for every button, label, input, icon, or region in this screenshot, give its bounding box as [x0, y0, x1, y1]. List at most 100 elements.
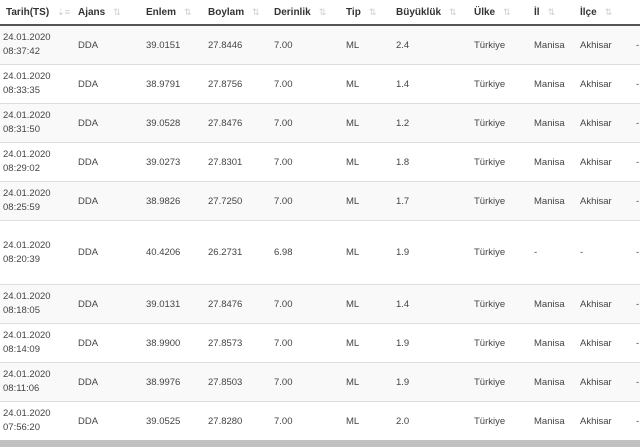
column-header-label: Büyüklük: [396, 6, 442, 18]
cell-ilce: Akhisar: [574, 24, 630, 65]
cell-ajans: DDA: [72, 181, 140, 221]
cell-derinlik: 7.00: [268, 103, 340, 143]
cell-derinlik: 7.00: [268, 181, 340, 221]
date: 24.01.2020: [3, 369, 51, 380]
sort-arrows-icon[interactable]: ⇅: [368, 6, 377, 17]
column-header[interactable]: Tarih(TS) ⇣≡: [0, 0, 72, 26]
column-header-label: Derinlik: [274, 6, 311, 18]
column-header[interactable]: İlçe ⇅: [574, 0, 630, 26]
cell-il: Manisa: [528, 401, 574, 440]
cell-ulke: Türkiye: [468, 142, 528, 182]
cell-il: Manisa: [528, 323, 574, 363]
cell-ajans: DDA: [72, 103, 140, 143]
table-row[interactable]: 24.01.2020 08:31:50 DDA 39.0528 27.8476 7.00 M…: [0, 103, 640, 143]
cell-date: 24.01.2020 07:56:20: [0, 401, 72, 440]
table-row[interactable]: 24.01.2020 08:37:42 DDA 39.0151 27.8446 7.00 M…: [0, 24, 640, 65]
date: 24.01.2020: [3, 110, 51, 121]
cell-buyukluk: 1.2: [390, 103, 468, 143]
cell-ajans: DDA: [72, 64, 140, 104]
cell-extra: -: [630, 323, 640, 363]
cell-extra: -: [630, 24, 640, 65]
table-row[interactable]: 24.01.2020 08:18:05 DDA 39.0131 27.8476 7.00 M…: [0, 284, 640, 324]
sort-arrows-icon[interactable]: ⇅: [252, 6, 260, 17]
column-header[interactable]: Ajans ⇅: [72, 0, 140, 26]
cell-enlem: 39.0131: [140, 284, 202, 324]
column-header[interactable]: Tip ⇅: [340, 0, 390, 26]
cell-derinlik: 7.00: [268, 401, 340, 440]
table-row[interactable]: 24.01.2020 08:14:09 DDA 38.9900 27.8573 7.00 M…: [0, 323, 640, 363]
column-header-label: Boylam: [208, 6, 245, 18]
time: 08:18:05: [3, 305, 40, 316]
cell-tip: ML: [340, 103, 390, 143]
sort-arrows-icon[interactable]: ⇅: [604, 6, 613, 17]
table-row[interactable]: 24.01.2020 08:25:59 DDA 38.9826 27.7250 7.00 M…: [0, 181, 640, 221]
cell-ulke: Türkiye: [468, 64, 528, 104]
cell-derinlik: 7.00: [268, 64, 340, 104]
column-header-label: Enlem: [146, 6, 177, 18]
horizontal-scrollbar[interactable]: [0, 440, 640, 447]
cell-ajans: DDA: [72, 323, 140, 363]
cell-enlem: 38.9976: [140, 362, 202, 402]
cell-extra: -: [630, 142, 640, 182]
sort-arrows-icon[interactable]: ⇅: [113, 6, 121, 17]
cell-enlem: 39.0273: [140, 142, 202, 182]
cell-tip: ML: [340, 323, 390, 363]
column-header[interactable]: Enlem ⇅: [140, 0, 202, 26]
cell-ulke: Türkiye: [468, 401, 528, 440]
cell-boylam: 26.2731: [202, 220, 268, 285]
cell-ulke: Türkiye: [468, 220, 528, 285]
date: 24.01.2020: [3, 71, 51, 82]
date: 24.01.2020: [3, 149, 51, 160]
cell-extra: -: [630, 64, 640, 104]
sort-arrows-icon[interactable]: ⇅: [503, 6, 511, 17]
sort-arrows-icon[interactable]: ⇅: [547, 6, 556, 17]
cell-extra: -: [630, 284, 640, 324]
cell-ajans: DDA: [72, 220, 140, 285]
cell-derinlik: 7.00: [268, 24, 340, 65]
sort-arrows-icon[interactable]: ⇣≡: [57, 6, 70, 17]
cell-boylam: 27.8756: [202, 64, 268, 104]
time: 08:37:42: [3, 46, 40, 57]
column-header[interactable]: Ülke ⇅: [468, 0, 528, 26]
cell-derinlik: 6.98: [268, 220, 340, 285]
column-header-label: Tip: [346, 6, 361, 18]
cell-ulke: Türkiye: [468, 181, 528, 221]
sort-arrows-icon[interactable]: ⇅: [449, 6, 457, 17]
cell-tip: ML: [340, 64, 390, 104]
cell-date: 24.01.2020 08:33:35: [0, 64, 72, 104]
column-header[interactable]: İl ⇅: [528, 0, 574, 26]
date: 24.01.2020: [3, 32, 51, 43]
cell-buyukluk: 1.9: [390, 362, 468, 402]
column-header[interactable]: Boylam ⇅: [202, 0, 268, 26]
column-header[interactable]: Büyüklük ⇅: [390, 0, 468, 26]
cell-boylam: 27.8446: [202, 24, 268, 65]
time: 08:20:39: [3, 253, 40, 265]
table-row[interactable]: 24.01.2020 08:33:35 DDA 38.9791 27.8756 7.00 M…: [0, 64, 640, 104]
date: 24.01.2020: [3, 188, 51, 199]
date: 24.01.2020: [3, 239, 51, 251]
cell-il: Manisa: [528, 103, 574, 143]
table-row[interactable]: 24.01.2020 08:29:02 DDA 39.0273 27.8301 7.00 M…: [0, 142, 640, 182]
column-header[interactable]: Derinlik ⇅: [268, 0, 340, 26]
table-row[interactable]: 24.01.2020 07:56:20 DDA 39.0525 27.8280 7.00 M…: [0, 401, 640, 440]
cell-boylam: 27.8301: [202, 142, 268, 182]
cell-boylam: 27.8573: [202, 323, 268, 363]
cell-ilce: Akhisar: [574, 103, 630, 143]
cell-ilce: Akhisar: [574, 362, 630, 402]
sort-arrows-icon[interactable]: ⇅: [318, 6, 327, 17]
cell-tip: ML: [340, 362, 390, 402]
table-row[interactable]: 24.01.2020 08:20:39 DDA 40.4206 26.2731 6.98 M…: [0, 220, 640, 285]
time: 08:11:06: [3, 383, 40, 394]
sort-arrows-icon[interactable]: ⇅: [184, 6, 192, 17]
column-header-label: Ülke: [474, 6, 496, 18]
cell-ilce: -: [574, 220, 630, 285]
cell-boylam: 27.8476: [202, 103, 268, 143]
cell-boylam: 27.8476: [202, 284, 268, 324]
cell-ilce: Akhisar: [574, 142, 630, 182]
cell-date: 24.01.2020 08:18:05: [0, 284, 72, 324]
cell-derinlik: 7.00: [268, 323, 340, 363]
table-row[interactable]: 24.01.2020 08:11:06 DDA 38.9976 27.8503 7.00 M…: [0, 362, 640, 402]
cell-extra: -: [630, 220, 640, 285]
cell-ajans: DDA: [72, 401, 140, 440]
